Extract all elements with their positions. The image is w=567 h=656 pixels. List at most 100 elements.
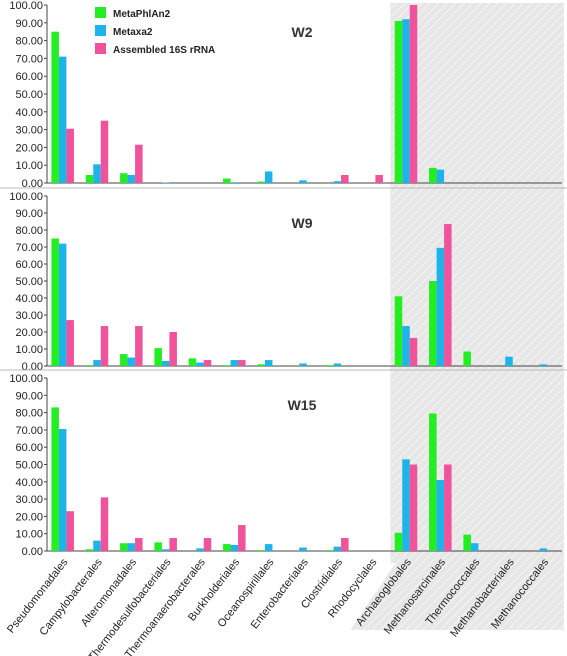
- category-label: Pseudomonadales: [5, 556, 71, 636]
- bar: [264, 171, 273, 183]
- bar: [444, 224, 452, 366]
- bar: [188, 358, 197, 366]
- y-tick-label: 70.00: [15, 242, 43, 254]
- bar: [161, 182, 170, 183]
- y-tick-label: 90.00: [15, 208, 43, 220]
- y-tick-label: 20.00: [15, 142, 43, 154]
- category-labels: PseudomonadalesCampylobacteralesAlteromo…: [5, 556, 564, 656]
- bar: [394, 296, 403, 366]
- panel-w2: 0.00 10.00 20.00 30.00 40.00 50.00 60.00 70.00 8…: [9, 0, 562, 190]
- y-tick-label: 80.00: [15, 225, 43, 237]
- bar: [409, 5, 418, 183]
- y-tick-label: 90.00: [15, 390, 43, 402]
- legend-label: MetaPhlAn2: [113, 9, 171, 20]
- bar: [402, 326, 410, 366]
- bar: [93, 164, 101, 183]
- bar: [230, 544, 239, 551]
- bar: [436, 169, 445, 183]
- y-tick-label: 70.00: [15, 425, 43, 437]
- bar: [120, 173, 128, 183]
- bar: [135, 144, 143, 183]
- y-tick-label: 100.00: [9, 373, 43, 385]
- bar: [299, 180, 307, 183]
- bar: [375, 174, 383, 183]
- y-tick-label: 70.00: [15, 53, 43, 65]
- bar: [203, 360, 212, 366]
- bar: [127, 543, 136, 551]
- bar: [264, 360, 273, 366]
- bar: [436, 480, 445, 551]
- y-tick-label: 20.00: [15, 511, 43, 523]
- legend-label: Metaxa2: [113, 27, 153, 38]
- y-tick-label: 0.00: [22, 361, 43, 373]
- bar: [394, 532, 403, 551]
- y-tick-label: 10.00: [15, 529, 43, 541]
- panel-w15: 0.00 10.00 20.00 30.00 40.00 50.00 60.00 70.00 8…: [0, 369, 567, 558]
- y-tick-label: 60.00: [15, 259, 43, 271]
- bar: [127, 174, 136, 183]
- bar: [505, 356, 513, 366]
- bar: [257, 550, 265, 551]
- bar: [409, 337, 418, 366]
- bar: [402, 19, 410, 183]
- bar: [85, 549, 94, 551]
- y-tick-label: 10.00: [15, 344, 43, 356]
- bar: [161, 549, 170, 551]
- bar: [58, 56, 67, 184]
- bar: [223, 544, 231, 551]
- legend-swatch: [95, 43, 106, 54]
- bar: [135, 326, 143, 366]
- y-tick-label: 100.00: [9, 191, 43, 203]
- legend-label: Assembled 16S rRNA: [113, 45, 215, 56]
- y-tick-label: 10.00: [15, 160, 43, 172]
- bar: [444, 464, 452, 551]
- y-tick-label: 0.00: [22, 546, 43, 558]
- chart-panels: 0.00 10.00 20.00 30.00 40.00 50.00 60.00 70.00 8…: [0, 0, 567, 563]
- bar: [238, 525, 246, 551]
- bar: [169, 538, 177, 551]
- bar: [402, 459, 410, 551]
- bar: [66, 320, 74, 366]
- bar: [257, 181, 265, 183]
- bar: [341, 174, 349, 183]
- bar: [58, 429, 67, 551]
- bar: [436, 247, 445, 366]
- bar: [333, 181, 342, 183]
- bar: [257, 364, 265, 366]
- bar: [394, 21, 403, 183]
- bar: [333, 546, 342, 551]
- bar: [463, 351, 471, 366]
- bar: [429, 281, 437, 366]
- y-tick-label: 50.00: [15, 89, 43, 101]
- bar: [100, 497, 109, 551]
- category-label: Campylobacterales: [37, 556, 105, 638]
- archaea-label-band: [350, 563, 564, 630]
- bar: [51, 31, 59, 184]
- y-tick-label: 60.00: [15, 442, 43, 454]
- y-tick-label: 60.00: [15, 71, 43, 83]
- bar: [66, 511, 74, 551]
- bar: [135, 538, 143, 551]
- bar: [66, 128, 74, 183]
- bar: [238, 360, 246, 366]
- bar: [463, 534, 471, 551]
- legend: MetaPhlAn2 Metaxa2 Assembled 16S rRNA: [95, 7, 215, 56]
- y-tick-label: 0.00: [22, 178, 43, 190]
- bar: [429, 413, 437, 551]
- bar: [470, 543, 479, 551]
- bar: [51, 407, 59, 551]
- bar: [539, 364, 548, 366]
- bar: [230, 182, 239, 183]
- bar: [85, 365, 94, 366]
- archaea-shaded-region: [390, 3, 564, 563]
- bar: [203, 538, 212, 551]
- y-tick-label: 30.00: [15, 125, 43, 137]
- bar: [409, 464, 418, 551]
- bar: [120, 354, 128, 366]
- bar: [100, 326, 109, 366]
- panel-title: W9: [292, 215, 313, 231]
- bar: [223, 178, 231, 183]
- legend-swatch: [95, 25, 106, 36]
- y-tick-label: 30.00: [15, 310, 43, 322]
- bar: [333, 363, 342, 366]
